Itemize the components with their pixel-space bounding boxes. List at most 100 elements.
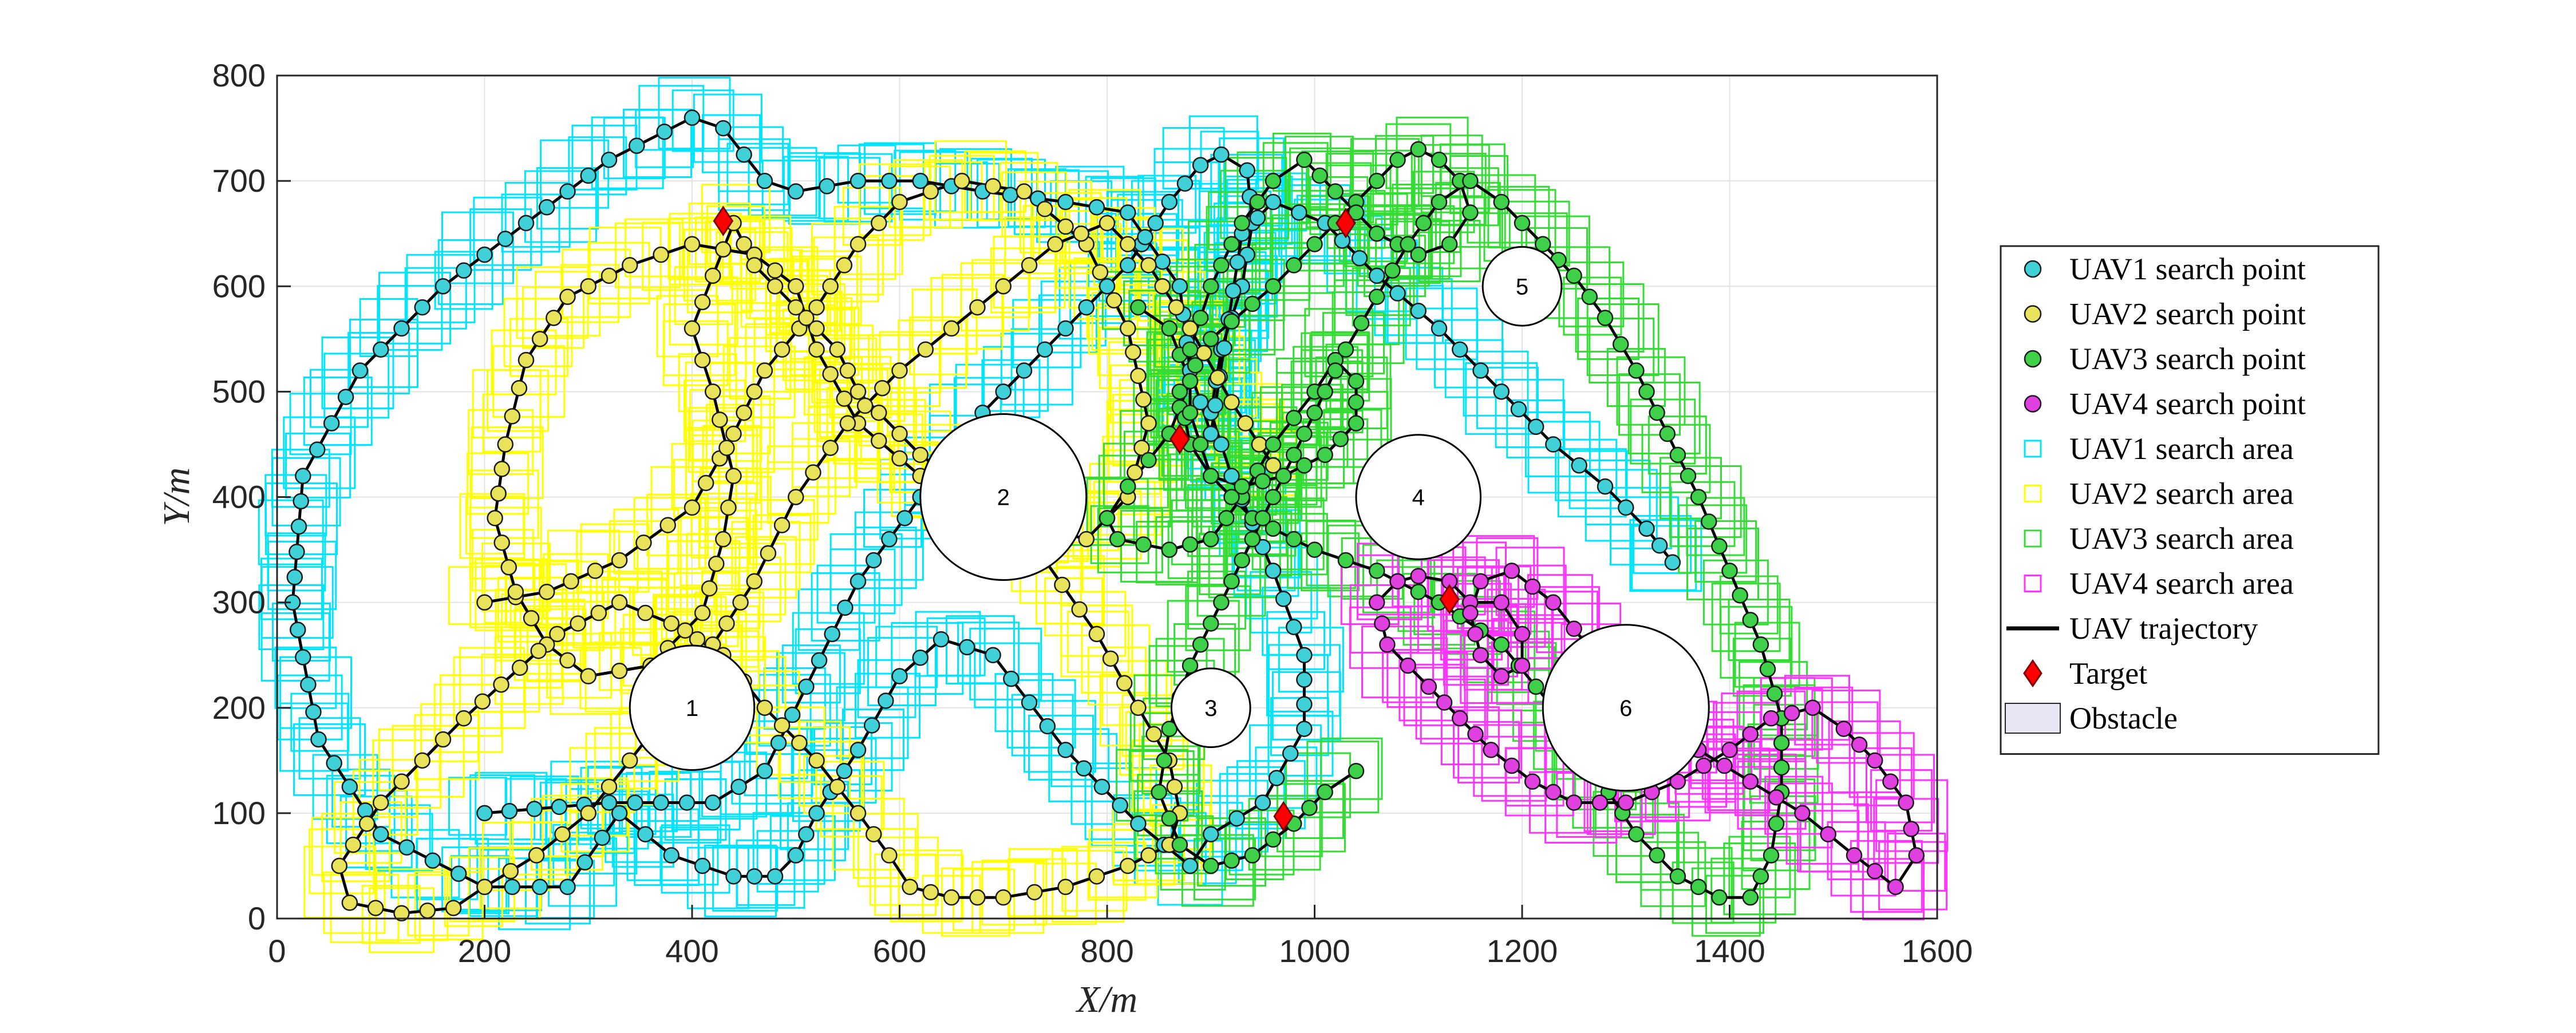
search-point [526, 801, 543, 817]
search-area-square [590, 571, 663, 644]
search-point [622, 257, 638, 274]
search-point [1669, 868, 1686, 885]
y-axis-label: Y/m [156, 468, 197, 527]
x-tick-label: 1600 [1902, 933, 1973, 969]
search-area-square [1183, 442, 1243, 501]
search-point [922, 183, 939, 200]
search-point [1182, 657, 1199, 674]
search-area-square [730, 227, 793, 290]
search-point [839, 415, 856, 432]
search-point [1135, 536, 1152, 553]
search-point [1835, 721, 1852, 737]
search-area-square [857, 659, 916, 718]
search-area-square [441, 211, 514, 284]
search-point [1120, 236, 1136, 252]
search-area-square [891, 622, 964, 695]
search-area-square [706, 205, 766, 264]
obstacle-circle [1542, 624, 1710, 792]
search-area-square [756, 830, 819, 893]
search-area-square [1557, 448, 1627, 518]
search-point [1203, 826, 1219, 842]
search-point [504, 878, 521, 896]
search-point [511, 659, 528, 676]
search-point [1130, 367, 1147, 385]
legend-marker [2024, 485, 2042, 502]
search-area-square [629, 587, 689, 646]
search-point [720, 499, 737, 516]
search-point [1182, 341, 1199, 358]
search-point [730, 778, 747, 795]
search-point [1223, 236, 1240, 252]
search-point [1254, 510, 1271, 527]
search-point [1182, 404, 1199, 421]
search-point [1436, 694, 1453, 711]
search-area-square [562, 248, 631, 318]
search-area-square [434, 251, 493, 310]
search-point [1037, 200, 1053, 217]
search-area-square [1702, 559, 1769, 626]
search-point [1239, 162, 1255, 179]
search-point [445, 900, 462, 916]
search-point [1125, 344, 1141, 361]
search-area-square [323, 353, 390, 419]
search-point [850, 172, 867, 189]
search-area-square [1481, 735, 1547, 802]
search-point [517, 215, 535, 232]
search-area-square [516, 266, 589, 339]
search-point [1026, 884, 1043, 901]
search-area-square [361, 885, 421, 944]
search-area-square [1420, 678, 1486, 745]
search-point [1510, 401, 1527, 418]
search-point [1628, 826, 1645, 842]
search-area-square [722, 345, 796, 418]
search-point [1135, 391, 1152, 408]
search-point [1120, 478, 1136, 495]
search-point [1223, 573, 1240, 590]
search-point [871, 404, 887, 421]
search-point [1669, 773, 1686, 790]
search-point [1092, 264, 1109, 280]
search-point [1618, 794, 1634, 811]
search-point [1244, 531, 1261, 548]
search-area-square [390, 829, 460, 899]
search-point [881, 172, 898, 189]
search-area-square [1278, 627, 1344, 693]
search-area-square [1711, 583, 1781, 652]
search-area-square [1694, 520, 1757, 583]
search-area-square [1412, 171, 1475, 233]
search-point [694, 294, 711, 311]
search-point [1581, 288, 1598, 305]
search-point [554, 826, 571, 842]
search-point [1369, 172, 1385, 189]
search-point [943, 889, 960, 906]
search-point [1203, 531, 1219, 548]
search-point [1088, 868, 1105, 885]
search-point [985, 178, 1001, 195]
search-point [1711, 889, 1728, 906]
search-area-square [792, 422, 858, 488]
search-area-square [568, 136, 627, 196]
search-area-square [1382, 637, 1448, 703]
search-point [1452, 710, 1468, 727]
search-area-square [1691, 867, 1761, 937]
search-point [1664, 554, 1681, 571]
search-point [289, 543, 305, 560]
search-area-square [894, 159, 963, 229]
target-marker [713, 205, 734, 236]
search-area-square [1403, 663, 1466, 726]
search-point [497, 436, 513, 453]
search-point [493, 461, 510, 477]
search-point [434, 278, 452, 295]
search-point [1057, 218, 1074, 235]
search-point [358, 816, 376, 832]
search-area-square [842, 187, 902, 246]
search-point [837, 599, 854, 616]
search-point [1120, 204, 1136, 221]
search-point [419, 902, 436, 919]
search-point [1804, 699, 1821, 716]
search-area-square [540, 139, 610, 209]
search-point [1908, 847, 1925, 864]
search-point [1721, 742, 1738, 758]
search-area-square [1137, 175, 1197, 234]
search-area-square [1686, 497, 1745, 556]
